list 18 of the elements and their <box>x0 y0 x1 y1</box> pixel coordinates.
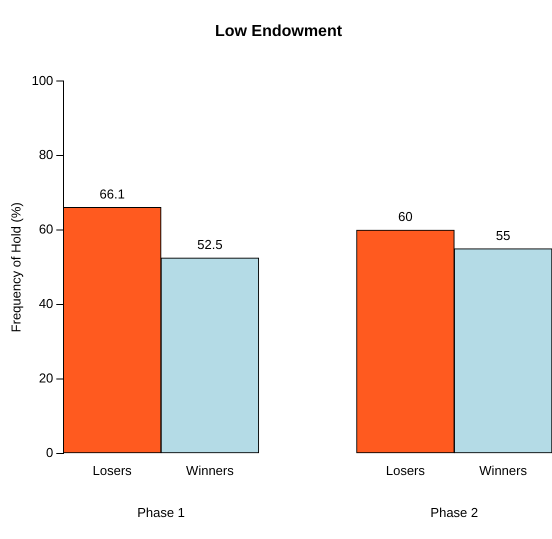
y-tick-label: 0 <box>46 444 54 460</box>
data-label: 52.5 <box>197 237 223 252</box>
x-tick-label: Winners <box>479 462 528 478</box>
data-label: 66.1 <box>100 186 125 202</box>
x-tick-label: Losers <box>92 462 132 478</box>
x-tick-label: Winners <box>186 462 234 478</box>
y-axis-title: Frequency of Hold (%) <box>8 202 24 332</box>
y-tick-label: 80 <box>38 147 54 162</box>
data-label: 55 <box>496 228 510 243</box>
data-label: 60 <box>398 209 413 224</box>
chart-title: Low Endowment <box>214 23 343 40</box>
y-tick-label: 40 <box>38 296 54 312</box>
y-tick-label: 60 <box>38 222 54 237</box>
x-tick-label: Losers <box>386 462 426 478</box>
text: Phase 1 <box>137 504 185 520</box>
y-tick-label: 20 <box>38 370 54 386</box>
y-tick-label: 100 <box>32 72 54 88</box>
text: Phase 2 <box>430 504 478 520</box>
